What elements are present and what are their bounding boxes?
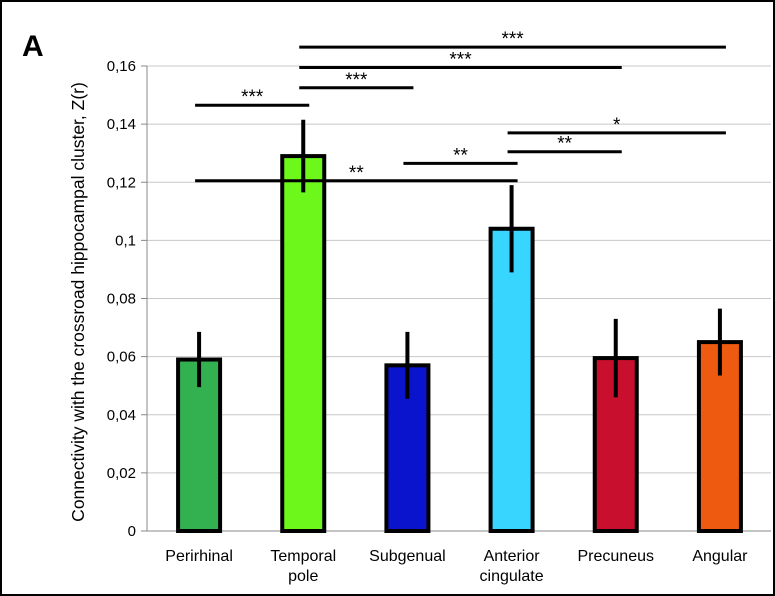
y-tick-label: 0,06 — [107, 349, 136, 366]
x-tick-label: Angular — [692, 548, 748, 565]
y-tick-label: 0,02 — [107, 465, 136, 482]
y-tick-label: 0 — [128, 523, 136, 540]
y-tick-label: 0,12 — [107, 174, 136, 191]
y-tick-label: 0,08 — [107, 291, 136, 308]
significance-label: *** — [241, 87, 264, 108]
x-tick-label: Temporal pole — [270, 548, 336, 585]
x-tick-label: Precuneus — [578, 548, 655, 565]
y-tick-label: 0,04 — [107, 407, 136, 424]
significance-label: ** — [453, 145, 468, 166]
significance-label: *** — [449, 49, 472, 70]
significance-label: *** — [501, 29, 524, 50]
significance-brackets: ******************* — [195, 29, 726, 184]
y-tick-label: 0,16 — [107, 58, 136, 75]
panel-label: A — [22, 30, 44, 63]
x-tick-labels: Perirhinal Temporal pole Subgenual Anterior c… — [165, 548, 748, 585]
bar — [488, 226, 535, 533]
y-axis-label: Connectivity with the crossroad hippocam… — [68, 82, 88, 522]
bar — [280, 154, 327, 533]
significance-label: * — [613, 115, 621, 136]
significance-label: ** — [349, 163, 364, 184]
bars — [176, 119, 743, 533]
gridlines — [141, 65, 771, 532]
bar — [592, 356, 639, 533]
significance-label: ** — [557, 134, 572, 155]
x-tick-label: Perirhinal — [165, 548, 233, 565]
significance-label: *** — [345, 70, 368, 91]
x-tick-label: Anterior cingulate — [480, 548, 544, 585]
y-tick-label: 0,14 — [107, 116, 136, 133]
y-tick-label: 0,1 — [115, 232, 136, 249]
x-tick-label: Subgenual — [369, 548, 446, 565]
bar-chart: A Connectivity with the crossroad hippoc… — [22, 29, 771, 585]
y-tick-labels: 0 0,02 0,04 0,06 0,08 0,1 0,12 0,14 0,16 — [107, 58, 136, 540]
